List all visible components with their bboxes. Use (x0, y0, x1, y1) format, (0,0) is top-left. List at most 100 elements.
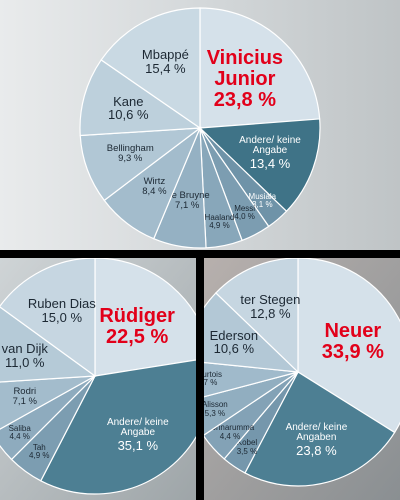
slice-name: Saliba (8, 423, 31, 433)
pie-slice (0, 258, 96, 378)
slice-label-box: Kane 10,6 % (88, 86, 168, 130)
pie-slice (204, 371, 299, 460)
slice-label-box: Wirtz 8,4 % (114, 165, 194, 209)
pie-slice (39, 359, 196, 495)
slice-value: 3,1 % (252, 199, 273, 209)
slice-value: 4,9 % (29, 451, 50, 461)
slice-label-box: Vinicius Junior 23,8 % (190, 45, 300, 115)
slice-name: De Bruyne (164, 190, 210, 202)
slice-value: 23,8 % (213, 89, 276, 112)
slice-value: 11,0 % (4, 354, 45, 370)
slice-name: Wirtz (143, 175, 166, 187)
slice-name: Musiala (248, 191, 277, 201)
slice-name: Ederson (209, 327, 259, 343)
pie-slice (94, 258, 196, 377)
slice-label-box: Andere/ keine Angabe 35,1 % (98, 413, 178, 457)
slice-value: 10,6 % (213, 341, 255, 357)
slice-label-box: Courtois 5,7 % (192, 357, 247, 401)
slice-value: 15,0 % (41, 309, 83, 325)
slice-label-box: van Dijk 11,0 % (0, 334, 65, 378)
slice-value: 22,5 % (106, 325, 169, 348)
slice-value: 13,4 % (249, 155, 291, 171)
pie-slice (0, 375, 96, 430)
slice-name: Andere/ keine Angaben (285, 421, 348, 444)
pie-slice (297, 258, 400, 434)
slice-label-box: Haaland 4,9 % (179, 200, 259, 244)
slice-value: 7,1 % (12, 395, 37, 407)
slice-value: 4,0 % (234, 211, 255, 221)
slice-name: ter Stegen (240, 292, 301, 308)
slice-label-box: Rodri 7,1 % (0, 375, 65, 419)
slice-label-box: Musiala 3,1 % (222, 179, 302, 223)
pie-slice (0, 306, 97, 383)
pie-slice (199, 7, 321, 129)
pie-slice (204, 361, 299, 398)
slice-name: Kane (113, 93, 144, 109)
slice-name: Andere/ keine Angabe (106, 416, 169, 439)
slice-label-box: Messi 4,0 % (205, 191, 285, 235)
slice-value: 4,4 % (9, 431, 30, 441)
slice-value: 8,4 % (142, 185, 167, 197)
slice-label-box: Tah 4,9 % (0, 430, 79, 474)
pie-slice (79, 59, 202, 137)
slice-name: Messi (234, 203, 256, 213)
slice-name: Neuer (324, 319, 382, 342)
slice-label-box: Neuer 33,9 % (298, 307, 400, 377)
slice-value: 5,7 % (196, 378, 218, 388)
slice-name: van Dijk (1, 340, 48, 356)
slice-name: Andere/ keine Angabe (239, 134, 301, 157)
slice-value: 7,1 % (175, 200, 200, 212)
slice-label-box: Donnarumma 4,4 % (204, 411, 270, 455)
slice-label-box: Ederson 10,6 % (204, 320, 274, 364)
slice-name: Haaland (204, 212, 235, 222)
pie-slice (215, 258, 299, 374)
slice-name: Vinicius Junior (206, 47, 284, 91)
slice-name: Tah (32, 442, 46, 452)
slice-value: 5,3 % (204, 408, 226, 418)
pie-slice (198, 118, 321, 213)
slice-name: Rüdiger (99, 304, 175, 327)
pie-slice (0, 375, 96, 461)
slice-label-box: Andere/ keine Angaben 23,8 % (276, 418, 356, 462)
slice-value: 10,6 % (108, 107, 149, 123)
slice-value: 4,4 % (219, 431, 241, 441)
slice-value: 35,1 % (117, 437, 159, 453)
slice-label-box: Alisson 5,3 % (201, 388, 255, 432)
slice-value: 15,4 % (145, 61, 186, 77)
slice-value: 4,9 % (209, 221, 230, 230)
slice-label-box: Saliba 4,4 % (0, 411, 60, 455)
pie-slice (244, 371, 396, 487)
slice-value: 3,5 % (236, 446, 258, 456)
slice-label-box: Kobel 3,5 % (207, 426, 287, 470)
slice-value: 12,8 % (250, 305, 291, 321)
slice-name: Courtois (192, 369, 222, 379)
slice-name: Rodri (13, 385, 37, 397)
pie-slice (100, 7, 201, 130)
slice-name: Alisson (201, 400, 228, 410)
